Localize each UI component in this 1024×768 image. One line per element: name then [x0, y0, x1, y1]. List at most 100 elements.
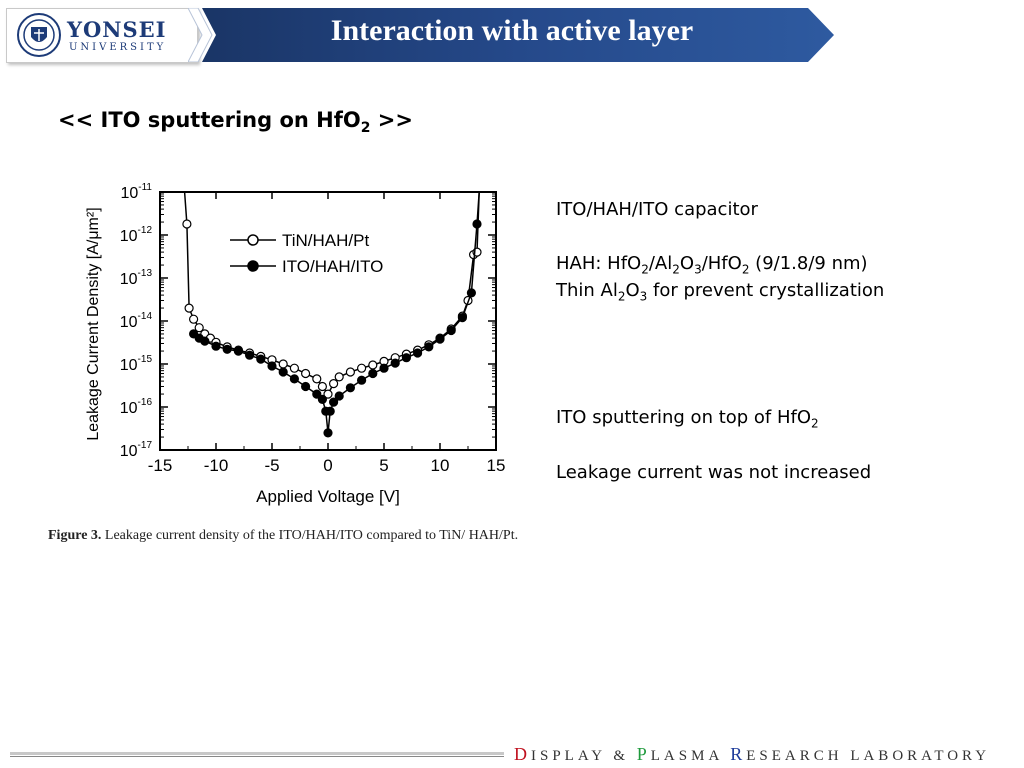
ito-data-point	[301, 381, 311, 392]
subscript: 3	[639, 289, 648, 304]
lab-laboratory: LABORATORY	[850, 748, 991, 764]
university-seal-icon	[17, 13, 61, 57]
tin-data-point	[334, 372, 344, 382]
lab-lasma: LASMA	[650, 748, 723, 764]
x-tick-label: 5	[379, 456, 388, 475]
ito-data-point	[312, 389, 322, 399]
x-tick-label: -10	[204, 456, 229, 475]
tin-data-point	[329, 379, 339, 389]
series-line-0	[183, 191, 480, 396]
subscript: 2	[617, 289, 626, 304]
x-tick-label: 0	[323, 456, 332, 475]
lab-isplay: ISPLAY	[531, 748, 606, 764]
university-logo: YONSEI UNIVERSITY	[6, 8, 198, 63]
lab-p: P	[636, 744, 651, 764]
legend-label: ITO/HAH/ITO	[282, 257, 383, 276]
al2o3-line: Thin Al2O3 for prevent crystallization	[556, 280, 884, 304]
tin-data-point	[289, 363, 299, 373]
text-part: /Al	[648, 253, 673, 274]
ito-data-point	[466, 288, 476, 298]
figure-caption-text: Leakage current density of the ITO/HAH/I…	[101, 528, 519, 543]
y-tick-base: 10	[120, 357, 138, 374]
text-part: ITO sputtering on top of HfO	[556, 407, 812, 428]
y-tick-label: 10-15	[120, 354, 153, 374]
lab-amp: &	[613, 748, 629, 764]
ito-data-point	[413, 348, 423, 358]
lab-d: D	[514, 744, 531, 764]
ito-data-point	[390, 358, 400, 368]
tin-data-point	[368, 360, 378, 370]
tin-data-point	[312, 374, 322, 384]
subtitle-prefix: << ITO sputtering on HfO	[58, 108, 361, 132]
section-subtitle: << ITO sputtering on HfO2 >>	[58, 108, 413, 136]
ito-data-point	[401, 353, 411, 363]
ito-data-point	[472, 219, 482, 229]
ito-data-point	[379, 363, 389, 373]
text-part: (9/1.8/9 nm)	[749, 253, 868, 274]
y-tick-label: 10-14	[120, 311, 153, 331]
x-axis-label: Applied Voltage [V]	[256, 487, 400, 506]
figure-caption-label: Figure 3.	[48, 528, 102, 543]
ito-data-point	[317, 394, 327, 404]
tin-data-point	[182, 219, 192, 229]
tin-data-point	[301, 368, 311, 379]
lab-name: DISPLAY & PLASMA RESEARCH LABORATORY	[514, 744, 990, 765]
y-tick-base: 10	[120, 271, 138, 288]
legend-marker	[247, 260, 259, 272]
ito-data-point	[446, 325, 456, 336]
subscript: 3	[694, 262, 702, 277]
subscript: 2	[672, 262, 680, 277]
x-tick-label: -5	[264, 456, 279, 475]
ito-data-point	[368, 368, 378, 379]
y-tick-label: 10-11	[120, 182, 152, 202]
text-part: O	[625, 280, 640, 301]
tin-data-point	[184, 303, 194, 313]
ito-data-point	[233, 346, 243, 356]
ito-data-point	[357, 375, 367, 385]
tin-data-point	[317, 381, 327, 392]
ito-data-point	[323, 428, 333, 438]
ito-data-point	[345, 383, 355, 393]
hah-stack-line: HAH: HfO2/Al2O3/HfO2 (9/1.8/9 nm)	[556, 253, 868, 277]
lab-esearch: ESEARCH	[746, 748, 843, 764]
footer-divider-thin	[10, 756, 504, 757]
x-tick-label: 15	[487, 456, 506, 475]
ito-sputtering-line: ITO sputtering on top of HfO2	[556, 407, 819, 431]
y-tick-label: 10-17	[120, 440, 153, 460]
ito-data-point	[256, 354, 266, 364]
ito-data-point	[222, 344, 232, 354]
y-tick-exp: -17	[138, 440, 153, 451]
lab-r: R	[730, 744, 747, 764]
y-tick-exp: -12	[138, 225, 153, 236]
tin-data-point	[278, 359, 288, 369]
x-tick-label: 10	[431, 456, 450, 475]
y-tick-label: 10-13	[120, 268, 153, 288]
legend-label: TiN/HAH/Pt	[282, 231, 369, 250]
subscript: 2	[641, 262, 649, 277]
ito-data-point	[267, 361, 277, 371]
y-tick-base: 10	[120, 185, 138, 202]
legend-marker	[247, 234, 259, 246]
y-tick-exp: -15	[138, 354, 153, 365]
y-tick-exp: -13	[138, 268, 153, 279]
text-part: /HfO	[701, 253, 742, 274]
y-tick-exp: -11	[138, 182, 152, 193]
y-tick-exp: -14	[138, 311, 153, 322]
ito-data-point	[325, 406, 335, 416]
ito-data-point	[278, 367, 288, 377]
subscript: 2	[811, 416, 819, 431]
capacitor-line: ITO/HAH/ITO capacitor	[556, 199, 758, 220]
figure-caption: Figure 3. Leakage current density of the…	[48, 527, 548, 544]
ito-data-point	[457, 313, 467, 323]
ito-data-point	[424, 342, 434, 352]
ito-data-point	[334, 391, 344, 401]
title-banner	[188, 8, 834, 62]
subtitle-suffix: >>	[370, 108, 413, 132]
x-tick-label: -15	[148, 456, 173, 475]
text-part: HAH: HfO	[556, 253, 642, 274]
ito-data-point	[211, 341, 221, 351]
footer-divider	[10, 752, 504, 755]
tin-data-point	[188, 314, 199, 324]
y-tick-base: 10	[120, 400, 138, 417]
text-part: Thin Al	[556, 280, 618, 301]
